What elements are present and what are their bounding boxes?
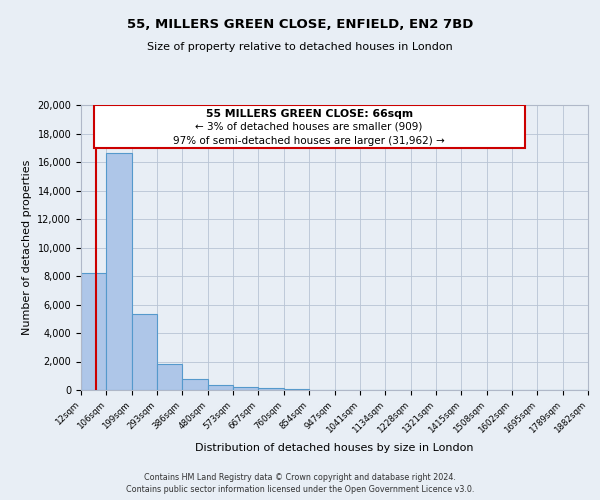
Bar — [157, 364, 182, 390]
Bar — [208, 385, 233, 390]
Text: Size of property relative to detached houses in London: Size of property relative to detached ho… — [147, 42, 453, 52]
Text: Contains HM Land Registry data © Crown copyright and database right 2024.: Contains HM Land Registry data © Crown c… — [144, 472, 456, 482]
Bar — [132, 314, 157, 390]
Text: 55, MILLERS GREEN CLOSE, ENFIELD, EN2 7BD: 55, MILLERS GREEN CLOSE, ENFIELD, EN2 7B… — [127, 18, 473, 30]
X-axis label: Distribution of detached houses by size in London: Distribution of detached houses by size … — [195, 443, 474, 453]
Bar — [233, 387, 259, 390]
Bar — [81, 273, 106, 390]
Bar — [182, 380, 208, 390]
Bar — [259, 388, 284, 390]
Text: 97% of semi-detached houses are larger (31,962) →: 97% of semi-detached houses are larger (… — [173, 136, 445, 145]
Text: Contains public sector information licensed under the Open Government Licence v3: Contains public sector information licen… — [126, 485, 474, 494]
Text: 55 MILLERS GREEN CLOSE: 66sqm: 55 MILLERS GREEN CLOSE: 66sqm — [206, 110, 413, 120]
Bar — [284, 389, 309, 390]
Y-axis label: Number of detached properties: Number of detached properties — [22, 160, 32, 335]
FancyBboxPatch shape — [94, 105, 524, 148]
Bar — [106, 154, 132, 390]
Text: ← 3% of detached houses are smaller (909): ← 3% of detached houses are smaller (909… — [196, 122, 423, 132]
